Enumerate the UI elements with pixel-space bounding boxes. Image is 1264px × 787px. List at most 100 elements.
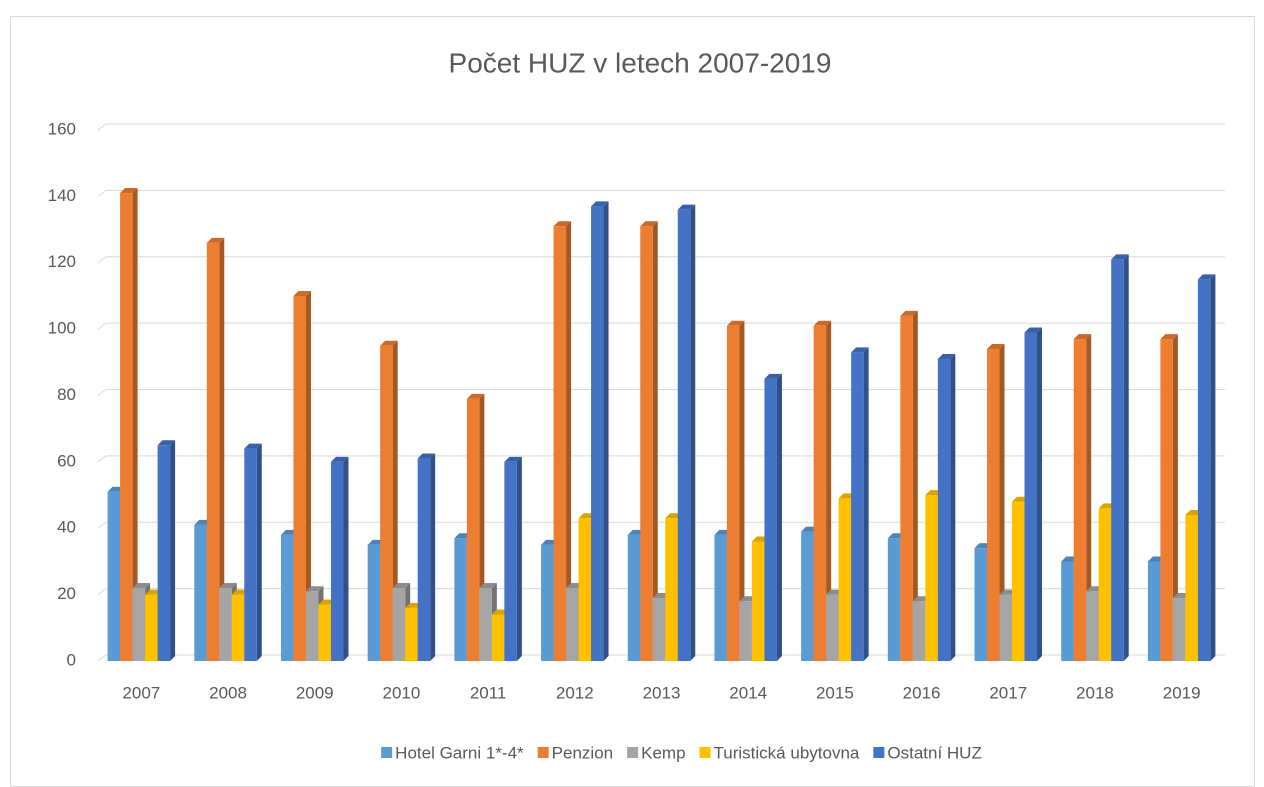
bar-front (912, 601, 926, 661)
bar-top (120, 188, 138, 194)
bar-top (206, 237, 225, 243)
bar-top (937, 353, 956, 359)
bar-side (826, 320, 832, 661)
bar-front (591, 206, 604, 662)
bar (987, 344, 1005, 661)
bar-front (132, 587, 146, 661)
bar (157, 440, 176, 661)
bar-top (244, 443, 262, 449)
bar-front (652, 597, 666, 661)
legend-label: Ostatní HUZ (887, 743, 981, 762)
bar-top (392, 582, 411, 588)
x-tick-label: 2013 (643, 683, 681, 702)
bar (764, 373, 782, 661)
bar-side (776, 373, 782, 661)
bar-front (813, 325, 827, 661)
bar-top (466, 393, 485, 399)
bar (1111, 254, 1129, 661)
bar (504, 456, 522, 661)
bar-top (1160, 334, 1178, 340)
bar-front (305, 591, 319, 661)
bar-front (405, 607, 418, 661)
bar-front (367, 544, 381, 661)
bar-side (343, 456, 349, 661)
y-tick-label: 20 (57, 584, 76, 603)
bar-front (925, 495, 938, 661)
y-tick-label: 140 (48, 186, 76, 205)
legend-label: Hotel Garni 1*-4* (395, 743, 524, 762)
bar-side (739, 320, 745, 661)
grid-line (97, 123, 1225, 131)
bar-side (999, 344, 1005, 661)
bar (1160, 334, 1178, 661)
y-tick-label: 60 (57, 451, 76, 470)
bar-side (392, 340, 398, 661)
bar-top (504, 456, 522, 462)
x-tick-label: 2016 (903, 683, 941, 702)
bar-front (392, 587, 406, 661)
bar-front (194, 524, 207, 661)
bar-front (1197, 279, 1211, 661)
bar-top (380, 340, 398, 346)
bar (677, 204, 696, 661)
x-tick-label: 2019 (1163, 683, 1201, 702)
bar-top (1111, 254, 1129, 260)
bar-front (751, 541, 765, 661)
bar-front (999, 594, 1013, 661)
x-tick-label: 2007 (122, 683, 160, 702)
bar-side (1210, 274, 1216, 661)
bar-top (219, 582, 237, 588)
bar-top (157, 440, 176, 446)
bar-front (627, 534, 641, 661)
bar-front (479, 587, 492, 661)
bar-front (665, 518, 678, 661)
bar (851, 347, 869, 661)
bar-front (1172, 597, 1186, 661)
bar-top (851, 347, 869, 353)
bar-front (219, 587, 232, 661)
bar (813, 320, 832, 661)
bar-front (1160, 339, 1173, 661)
bar (726, 320, 745, 661)
bar-top (640, 221, 658, 227)
bar-front (1147, 561, 1161, 661)
bar-side (566, 221, 572, 661)
bar-side (170, 440, 176, 661)
bar (380, 340, 398, 661)
bar (417, 453, 436, 661)
bar-top (726, 320, 745, 326)
bar-front (145, 594, 158, 661)
bar-front (330, 461, 344, 661)
bar-front (1098, 508, 1112, 661)
bar-side (219, 237, 225, 661)
bar-front (937, 358, 951, 661)
bar-front (454, 538, 467, 661)
grid-line (97, 322, 1225, 330)
bar-top (900, 310, 918, 316)
bar-front (900, 315, 913, 661)
bar-front (380, 345, 393, 661)
legend: Hotel Garni 1*-4* Penzion Kemp Turistická u… (381, 743, 982, 762)
bar-top (677, 204, 696, 210)
bar-top (553, 221, 572, 227)
x-tick-label: 2009 (296, 683, 334, 702)
legend-label: Turistická ubytovna (714, 743, 860, 762)
legend-marker (873, 747, 885, 758)
bar (937, 353, 956, 661)
legend-marker (537, 747, 549, 758)
bar-top (987, 344, 1005, 350)
bar-top (479, 582, 497, 588)
bar-front (504, 461, 517, 661)
bar-front (578, 518, 592, 661)
bar-top (293, 290, 311, 296)
bar-side (863, 347, 869, 661)
bar-front (1073, 339, 1087, 661)
bar-top (1197, 274, 1216, 280)
bar (244, 443, 262, 661)
bar (330, 456, 349, 661)
bar-top (305, 586, 324, 592)
bar-top (1024, 327, 1043, 333)
bar-front (1061, 561, 1074, 661)
bar-front (677, 209, 691, 661)
x-tick-label: 2011 (470, 683, 507, 702)
